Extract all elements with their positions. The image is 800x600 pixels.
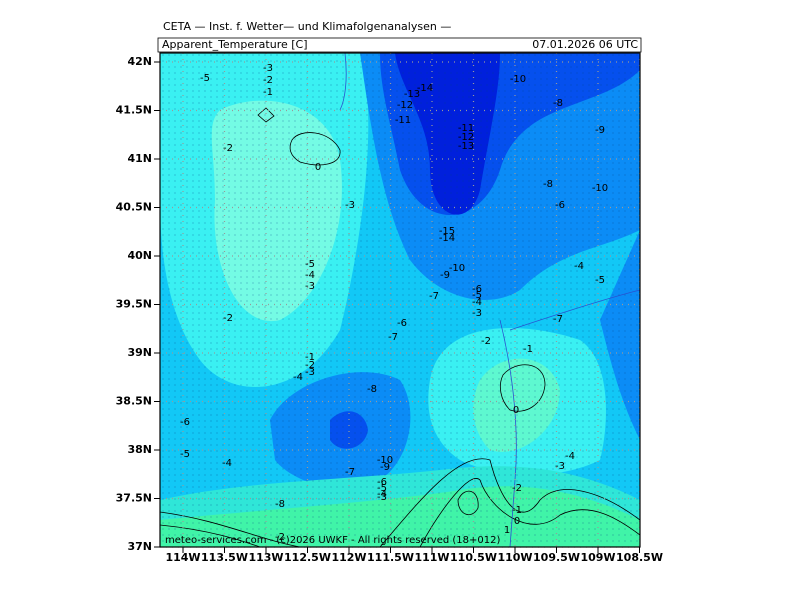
- lon-label: 111W: [414, 551, 449, 564]
- header-box: [157, 37, 642, 53]
- lon-label: 108.5W: [616, 551, 663, 564]
- contour-labels: -5-3-2-1 -14-13-12-11-10-8-9-20-11-12-13-…: [180, 63, 608, 543]
- contour-label: -7: [429, 291, 439, 302]
- contour-label: -8: [543, 179, 553, 190]
- contour-label: -6: [377, 477, 387, 488]
- contour-label: -2: [512, 483, 522, 494]
- contour-label: -5: [200, 73, 210, 84]
- lon-label: 113W: [248, 551, 283, 564]
- contour-label: -10: [592, 183, 608, 194]
- contour-label: -1: [305, 352, 315, 363]
- contour-label: -6: [180, 417, 190, 428]
- contour-label: -13: [458, 141, 474, 152]
- contour-label: -3: [472, 308, 482, 319]
- contour-label: -8: [367, 384, 377, 395]
- lat-label: 40.5N: [116, 201, 152, 214]
- contour-label: 0: [315, 162, 321, 173]
- contour-label: -6: [397, 318, 407, 329]
- contour-label: -7: [388, 332, 398, 343]
- lat-label: 37.5N: [116, 492, 152, 505]
- contour-label: -11: [458, 123, 474, 134]
- field: [160, 53, 640, 547]
- contour-label: -2: [223, 143, 233, 154]
- contour-label: -4: [222, 458, 232, 469]
- contour-label: -8: [275, 499, 285, 510]
- contour-label: -5: [377, 483, 387, 494]
- contour-label: -13: [404, 89, 420, 100]
- contour-label: -1: [512, 505, 522, 516]
- contour-label: -2: [275, 532, 285, 543]
- lon-label: 112.5W: [284, 551, 331, 564]
- contour-label: 0: [513, 405, 519, 416]
- contour-label: -3: [345, 200, 355, 211]
- lat-label: 42N: [127, 55, 152, 68]
- parameter: Apparent_Temperature [C]: [162, 38, 308, 51]
- lon-label: 109W: [580, 551, 615, 564]
- contour-label: -4: [293, 372, 303, 383]
- lon-label: 111.5W: [367, 551, 414, 564]
- contour-label: -15: [439, 226, 455, 237]
- contour-label: -4: [565, 451, 575, 462]
- lat-label: 39.5N: [116, 298, 152, 311]
- lat-label: 38.5N: [116, 395, 152, 408]
- contour-label: -3: [377, 492, 387, 503]
- contour-label: -3: [305, 281, 315, 292]
- lon-label: 110W: [497, 551, 532, 564]
- lat-label: 40N: [127, 249, 152, 262]
- valid-time: 07.01.2026 06 UTC: [532, 38, 638, 51]
- contour-label: -4: [472, 297, 482, 308]
- map-frame: [159, 52, 641, 548]
- contour-label: -5: [472, 290, 482, 301]
- contour-label: -2: [481, 336, 491, 347]
- lat-label: 39N: [127, 346, 152, 359]
- contour-label: -1: [523, 344, 533, 355]
- contour-label: -14: [417, 83, 433, 94]
- contour-label: -9: [440, 270, 450, 281]
- contour-label: -2: [223, 313, 233, 324]
- contour-label: -3: [263, 63, 273, 74]
- contour-label: -10: [510, 74, 526, 85]
- graticule: 42N 41.5N 41N 40.5N 40N 39.5N 39N 38.5N 38N 37.5N…: [116, 53, 663, 564]
- lon-label: 112W: [331, 551, 366, 564]
- lat-label: 41N: [127, 152, 152, 165]
- contour-label: 1: [504, 525, 510, 536]
- contour-label: -7: [553, 314, 563, 325]
- title: CETA — Inst. f. Wetter— und Klimafolgena…: [163, 20, 451, 33]
- contour-label: -12: [397, 100, 413, 111]
- contour-label: -9: [595, 125, 605, 136]
- contour-label: -10: [449, 263, 465, 274]
- lat-label: 37N: [127, 540, 152, 553]
- contour-label: -6: [472, 284, 482, 295]
- contour-label: -4: [574, 261, 584, 272]
- footer: meteo-services.com - (c)2026 UWKF - All …: [165, 535, 500, 546]
- contour-label: -9: [380, 462, 390, 473]
- contour-label: -4: [305, 270, 315, 281]
- lat-label: 38N: [127, 443, 152, 456]
- contour-label: -5: [305, 259, 315, 270]
- contour-label: 0: [514, 516, 520, 527]
- contour-label: -14: [439, 233, 455, 244]
- contour-label: -7: [345, 467, 355, 478]
- contour-label: -1: [263, 87, 273, 98]
- lon-label: 114W: [165, 551, 200, 564]
- contour-label: -2: [263, 75, 273, 86]
- lon-label: 110.5W: [450, 551, 497, 564]
- contour-label: -3: [305, 367, 315, 378]
- contour-label: -11: [395, 115, 411, 126]
- contour-label: -10: [377, 455, 393, 466]
- contour-label: -3: [555, 461, 565, 472]
- contour-label: -6: [555, 200, 565, 211]
- contour-label: -8: [553, 98, 563, 109]
- contour-label: -5: [595, 275, 605, 286]
- lon-label: 113.5W: [201, 551, 248, 564]
- contour-label: -5: [180, 449, 190, 460]
- lon-label: 109.5W: [533, 551, 580, 564]
- contour-label: -2: [305, 360, 315, 371]
- contour-label: -4: [377, 489, 387, 500]
- contour-label: -12: [458, 132, 474, 143]
- lat-label: 41.5N: [116, 104, 152, 117]
